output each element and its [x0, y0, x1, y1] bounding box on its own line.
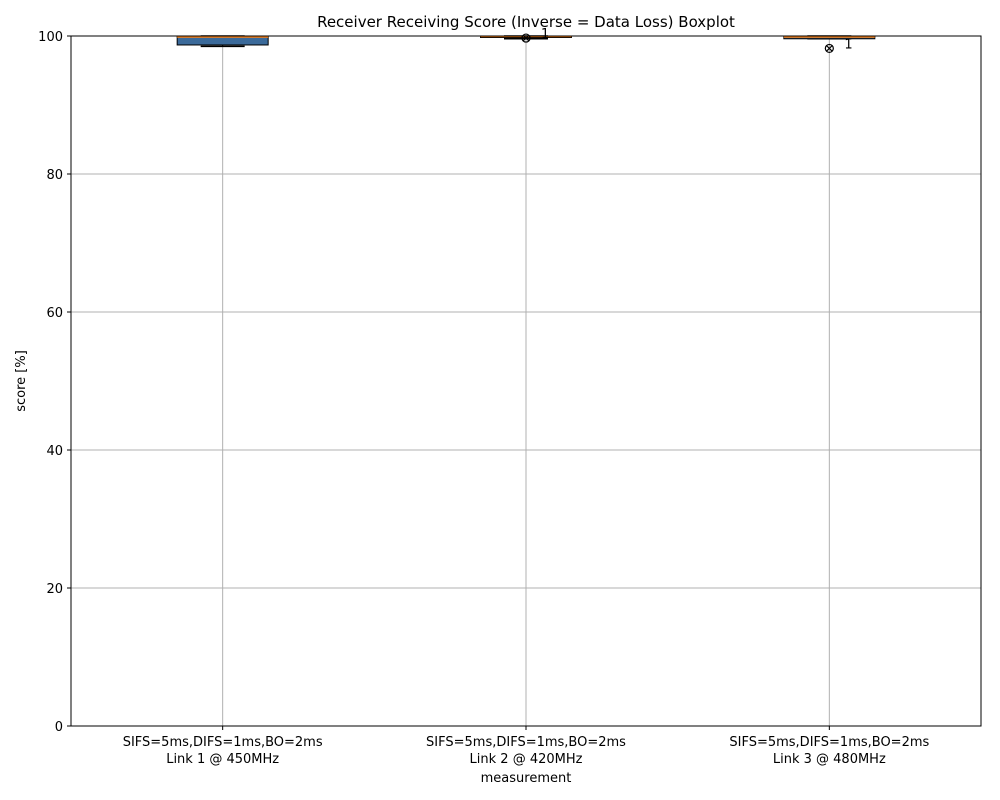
x-axis-label: measurement	[481, 771, 572, 786]
outlier-label: 1	[541, 27, 549, 42]
x-tick-label-line2: Link 2 @ 420MHz	[470, 752, 583, 767]
outlier-label: 1	[844, 37, 852, 52]
x-tick-label-line1: SIFS=5ms,DIFS=1ms,BO=2ms	[729, 735, 929, 750]
outlier-cross	[826, 45, 833, 52]
y-tick-label: 80	[46, 168, 63, 183]
y-tick-label: 40	[46, 444, 63, 459]
x-ticks: SIFS=5ms,DIFS=1ms,BO=2ms Link 1 @ 450MHz S…	[123, 726, 930, 767]
grid-lines	[71, 35, 981, 727]
x-tick-label-line2: Link 3 @ 480MHz	[773, 752, 886, 767]
x-tick-label-line1: SIFS=5ms,DIFS=1ms,BO=2ms	[426, 735, 626, 750]
y-tick-label: 20	[46, 582, 63, 597]
y-ticks: 0 20 40 60 80 100	[38, 30, 71, 735]
x-tick-label-line2: Link 1 @ 450MHz	[166, 752, 279, 767]
y-axis-label: score [%]	[14, 350, 29, 412]
outlier-marker	[521, 33, 531, 43]
outlier-marker	[824, 43, 834, 54]
y-tick-label: 100	[38, 30, 63, 45]
chart-title: Receiver Receiving Score (Inverse = Data…	[317, 13, 735, 31]
x-tick-label-line1: SIFS=5ms,DIFS=1ms,BO=2ms	[123, 735, 323, 750]
y-tick-label: 0	[55, 720, 63, 735]
y-tick-label: 60	[46, 306, 63, 321]
